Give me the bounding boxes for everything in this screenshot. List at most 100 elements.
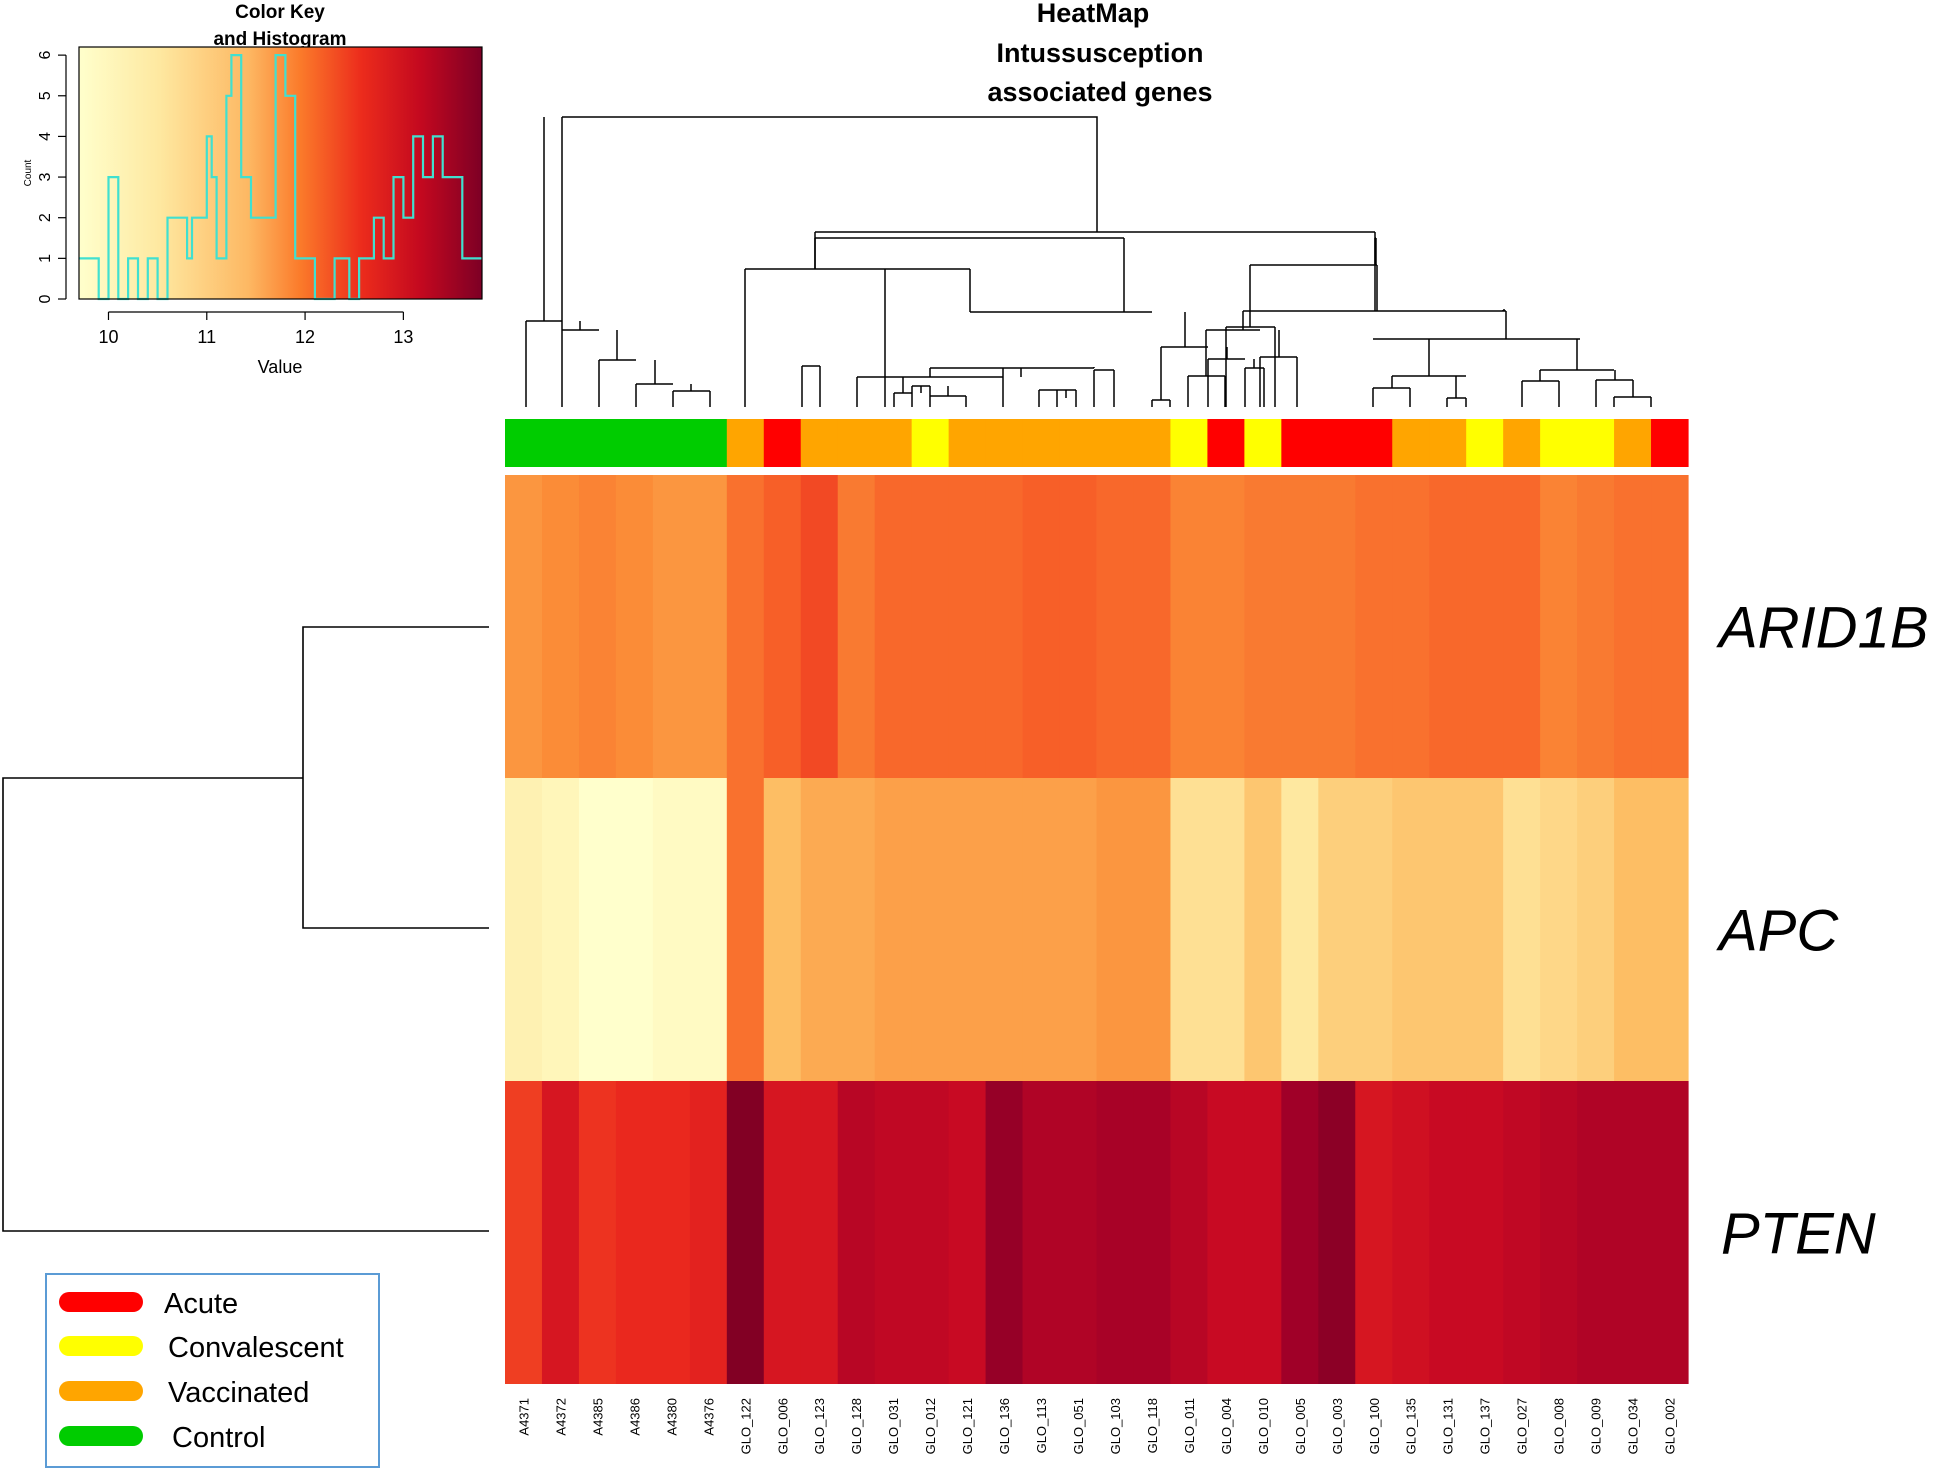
heatmap-cell [874, 778, 913, 1081]
color-key-histogram: Color Key and Histogram 10 11 12 13 0123456… [23, 2, 483, 377]
group-bar-cell [1503, 419, 1541, 467]
heatmap-cell [615, 1081, 654, 1384]
heatmap-cell [1355, 475, 1393, 778]
heatmap-cell [1540, 1081, 1578, 1384]
legend-swatch-control [59, 1426, 143, 1446]
column-label: GLO_113 [1034, 1398, 1049, 1453]
heatmap-cell [763, 778, 802, 1081]
heatmap-cell [726, 1081, 765, 1384]
group-bar-cell [1133, 419, 1172, 467]
heatmap-cell [763, 475, 802, 778]
heatmap-cell [578, 475, 617, 778]
x-tick-label: 11 [197, 327, 216, 347]
heatmap-cell [1614, 778, 1652, 1081]
group-bar-cell [689, 419, 728, 467]
group-bar-cell [1244, 419, 1282, 467]
heatmap-cell [1281, 1081, 1319, 1384]
heatmap-cell [1577, 475, 1615, 778]
group-bar-cell [726, 419, 765, 467]
group-bar-cell [1429, 419, 1467, 467]
x-tick-label: 10 [98, 327, 118, 347]
heatmap-cell [615, 475, 654, 778]
column-label: GLO_136 [997, 1398, 1012, 1454]
column-label: GLO_002 [1663, 1398, 1678, 1454]
heatmap-cell [911, 778, 950, 1081]
color-key-ylabel: Count [23, 159, 34, 186]
heatmap-cell [1429, 1081, 1467, 1384]
heatmap-cell [541, 778, 580, 1081]
legend-label-control: Control [172, 1422, 266, 1454]
heatmap-cell [1022, 475, 1061, 778]
column-label: GLO_009 [1589, 1398, 1604, 1454]
group-bar-cell [1651, 419, 1689, 467]
column-label: GLO_137 [1478, 1398, 1493, 1454]
color-key-xlabel: Value [258, 357, 303, 377]
heatmap-cell [1281, 778, 1319, 1081]
color-key-y-axis: 0 1 2 3 4 5 6 [37, 51, 67, 303]
heatmap-cell [1392, 778, 1430, 1081]
heatmap-cell [1244, 778, 1282, 1081]
heatmap-cell [689, 475, 728, 778]
group-bar-cell [1466, 419, 1504, 467]
heatmap-cell [578, 1081, 617, 1384]
column-label: A4380 [664, 1398, 679, 1436]
group-bar-cell [652, 419, 691, 467]
group-bar-cell [985, 419, 1024, 467]
color-key-title-line-2: and Histogram [213, 29, 346, 50]
heatmap-cell [1503, 1081, 1541, 1384]
column-label: GLO_103 [1108, 1398, 1123, 1454]
heatmap-cell [505, 475, 543, 778]
heatmap-cell [1133, 1081, 1172, 1384]
heatmap-cell [1318, 778, 1356, 1081]
group-bar-cell [874, 419, 913, 467]
heatmap-cell [1059, 778, 1098, 1081]
heatmap-cell [1022, 1081, 1061, 1384]
heatmap-cell [505, 778, 543, 1081]
column-label: GLO_003 [1330, 1398, 1345, 1454]
heatmap-cell [1096, 1081, 1135, 1384]
heatmap-cell [652, 778, 691, 1081]
heatmap-cell [1540, 778, 1578, 1081]
heatmap-cell [1096, 475, 1135, 778]
heatmap-cell [1577, 1081, 1615, 1384]
heatmap-cell [985, 1081, 1024, 1384]
row-dendrogram [2, 626, 489, 1232]
group-bar-cell [505, 419, 543, 467]
heatmap-cell [800, 475, 839, 778]
legend-swatch-vaccinated [59, 1381, 143, 1401]
y-tick-label: 5 [37, 91, 54, 100]
column-label: GLO_118 [1145, 1398, 1160, 1453]
legend-label-vaccinated: Vaccinated [168, 1377, 309, 1409]
group-bar-cell [948, 419, 987, 467]
column-dendrogram-root [561, 116, 1376, 330]
heatmap-cell [1466, 475, 1504, 778]
column-label: A4376 [701, 1398, 716, 1436]
heatmap-cell [837, 778, 876, 1081]
column-label: A4386 [627, 1398, 642, 1436]
heatmap-cell [1170, 475, 1209, 778]
heatmap-cell [1614, 475, 1652, 778]
column-label: GLO_027 [1515, 1398, 1530, 1454]
heatmap-cell [1318, 1081, 1356, 1384]
heatmap-cells [505, 475, 1689, 1384]
column-label: GLO_006 [775, 1398, 790, 1454]
heatmap-cell [1503, 778, 1541, 1081]
column-label: A4385 [590, 1398, 605, 1436]
heatmap-cell [874, 475, 913, 778]
column-label: GLO_010 [1256, 1398, 1271, 1454]
color-key-gradient [79, 47, 482, 299]
column-label: GLO_135 [1404, 1398, 1419, 1454]
group-bar-cell [615, 419, 654, 467]
group-bar-cell [1392, 419, 1430, 467]
column-label: GLO_131 [1441, 1398, 1456, 1454]
heatmap-cell [1281, 475, 1319, 778]
group-bar-cell [1577, 419, 1615, 467]
heatmap-cell [948, 1081, 987, 1384]
heatmap-cell [1540, 475, 1578, 778]
heatmap-cell [948, 778, 987, 1081]
heatmap-cell [1244, 1081, 1282, 1384]
chart-title-line-3: associated genes [987, 77, 1212, 107]
heatmap-cell [1170, 778, 1209, 1081]
group-bar-cell [1614, 419, 1652, 467]
